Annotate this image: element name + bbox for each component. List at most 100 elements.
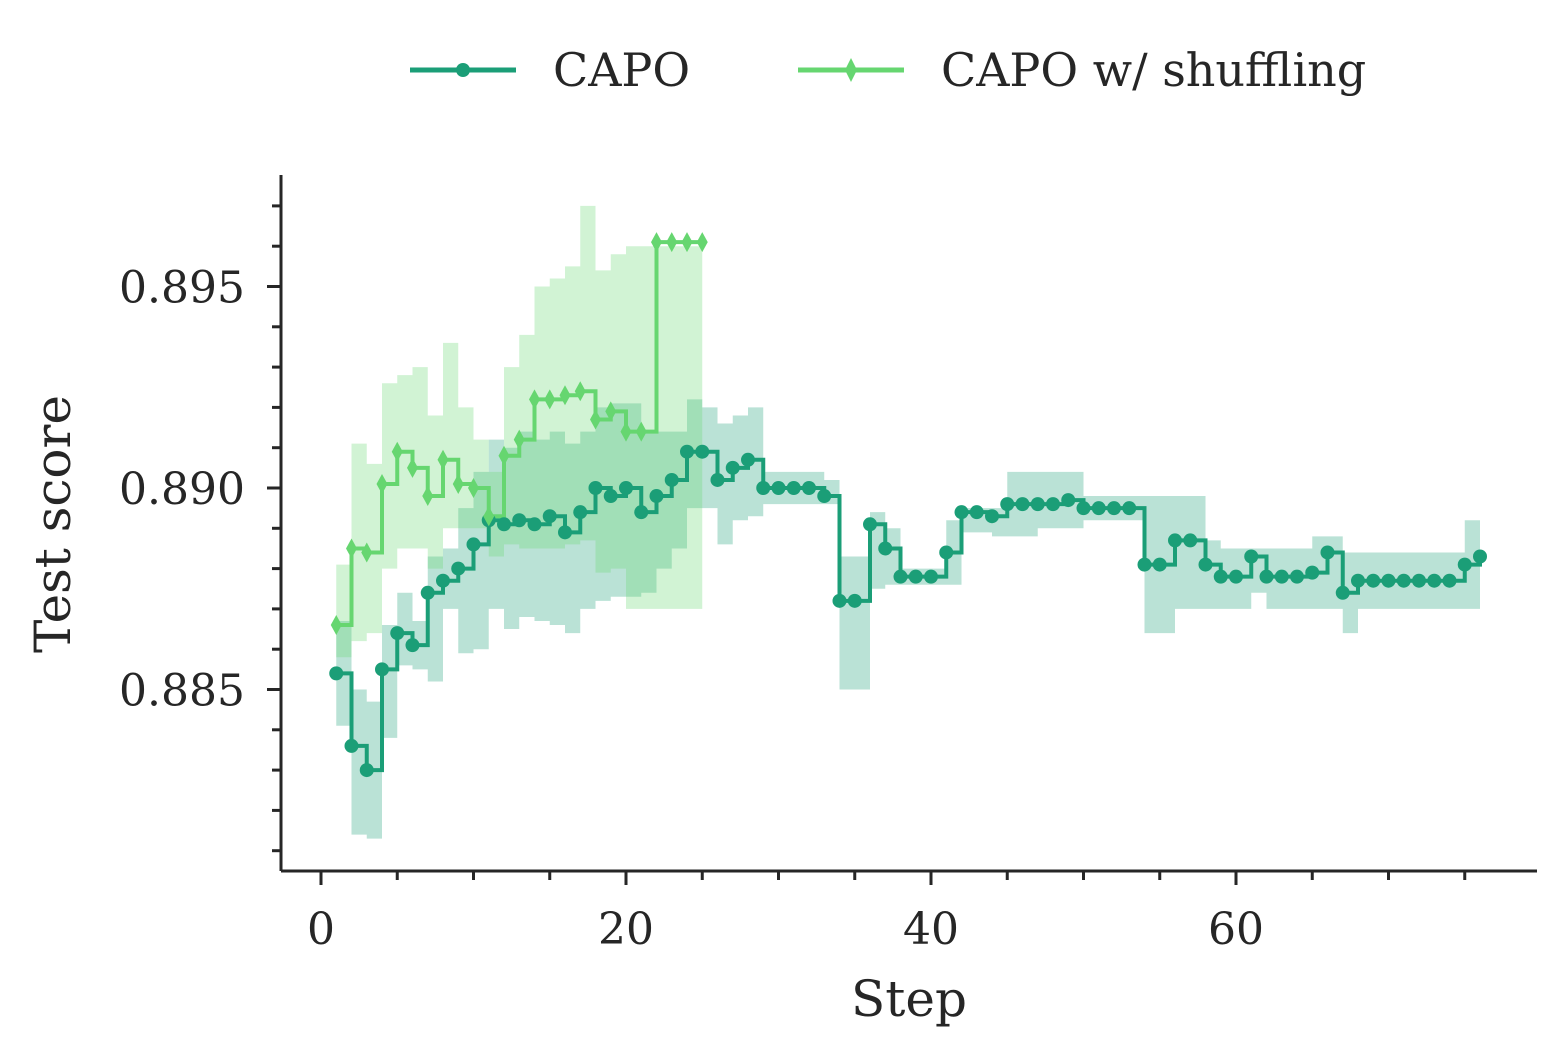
point-capo [1122, 501, 1137, 516]
point-capo [924, 569, 938, 584]
point-capo-shuffling [696, 232, 708, 253]
point-capo [1473, 549, 1487, 564]
point-capo [512, 513, 527, 528]
point-capo [1137, 557, 1152, 572]
point-capo [649, 489, 664, 504]
point-capo [817, 489, 832, 504]
point-capo [1000, 497, 1015, 512]
point-capo-shuffling [635, 421, 647, 442]
point-capo [1457, 557, 1472, 572]
point-capo [954, 505, 969, 520]
point-capo [1305, 565, 1320, 580]
point-capo [1015, 497, 1030, 512]
point-capo [1076, 501, 1091, 516]
point-capo [1046, 497, 1060, 512]
point-capo-shuffling [513, 429, 525, 450]
y-axis-label: Test score [24, 395, 82, 653]
point-capo-shuffling [574, 381, 586, 402]
point-capo [603, 489, 618, 504]
point-capo [1213, 569, 1228, 584]
point-capo-shuffling [529, 389, 540, 410]
y-tick-label: 0.895 [119, 263, 245, 314]
point-capo [451, 561, 466, 576]
point-capo-shuffling [681, 232, 693, 253]
point-capo [359, 763, 374, 778]
point-capo [1381, 573, 1396, 588]
point-capo [1412, 573, 1426, 588]
point-capo [466, 537, 481, 552]
line-capo-shuffling [336, 240, 703, 628]
point-capo [344, 738, 359, 753]
point-capo-shuffling [620, 421, 632, 442]
legend-entry-capo: CAPO [410, 43, 690, 97]
point-capo [969, 505, 984, 520]
point-capo [756, 481, 771, 495]
point-capo [634, 505, 649, 520]
point-capo-shuffling [498, 445, 510, 466]
point-capo-shuffling [437, 449, 449, 470]
point-capo [1183, 533, 1198, 548]
point-capo [542, 509, 557, 524]
point-capo [710, 472, 725, 487]
point-capo [1168, 533, 1182, 548]
point-capo-shuffling [391, 441, 403, 462]
y-tick-label: 0.890 [119, 464, 245, 515]
point-capo-shuffling [605, 401, 617, 422]
point-capo [375, 662, 389, 677]
series-markers [329, 232, 1487, 778]
y-tick-label: 0.885 [119, 666, 245, 717]
point-capo [1274, 569, 1289, 584]
point-capo [527, 517, 542, 532]
point-capo [1427, 573, 1442, 588]
point-capo [573, 505, 588, 520]
point-capo-shuffling [666, 232, 678, 253]
point-capo [420, 585, 435, 600]
point-capo [939, 545, 954, 560]
point-capo [1244, 549, 1259, 564]
point-capo-shuffling [468, 478, 479, 498]
legend-label-capo: CAPO [553, 43, 690, 97]
point-capo-shuffling [651, 232, 662, 253]
point-capo [695, 444, 710, 459]
x-tick-label: 40 [903, 904, 959, 955]
point-capo [741, 452, 755, 467]
point-capo [1152, 557, 1167, 572]
legend-marker-capo-shuffling [845, 58, 857, 82]
point-capo [863, 517, 877, 532]
point-capo [1198, 557, 1213, 572]
point-capo [405, 638, 420, 653]
point-capo-shuffling [346, 538, 357, 559]
point-capo [497, 517, 511, 532]
point-capo-shuffling [590, 409, 601, 430]
band-capo [336, 399, 1480, 839]
point-capo [832, 593, 847, 608]
point-capo [436, 573, 450, 588]
y-ticks: 0.885 0.890 0.895 [119, 204, 281, 853]
x-tick-label: 60 [1208, 904, 1264, 955]
x-tick-label: 20 [598, 904, 654, 955]
point-capo [1396, 573, 1411, 588]
point-capo [847, 593, 862, 608]
point-capo [1335, 585, 1350, 600]
point-capo [1229, 569, 1243, 584]
point-capo [588, 481, 603, 495]
point-capo [329, 666, 344, 681]
legend-marker-capo [456, 63, 470, 77]
point-capo [786, 481, 801, 495]
point-capo [725, 460, 740, 475]
point-capo-shuffling [544, 389, 556, 410]
point-capo [878, 541, 893, 556]
point-capo [1061, 493, 1076, 508]
axes [279, 175, 1537, 873]
legend-entry-capo-shuffling: CAPO w/ shuffling [798, 43, 1366, 97]
point-capo [1442, 573, 1457, 588]
point-capo [893, 569, 908, 584]
point-capo-shuffling [376, 473, 388, 494]
point-capo-shuffling [330, 615, 342, 636]
point-capo [802, 481, 816, 495]
point-capo-shuffling [361, 542, 373, 563]
point-capo [680, 444, 694, 459]
point-capo [1259, 569, 1274, 584]
point-capo [1290, 569, 1304, 584]
